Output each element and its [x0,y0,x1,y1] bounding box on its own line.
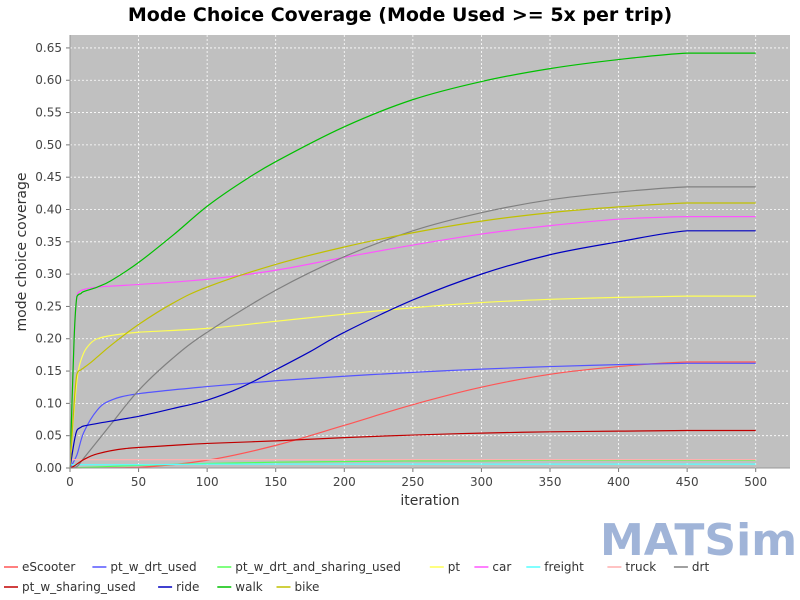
legend-label: car [492,560,511,574]
legend-label: freight [544,560,584,574]
series-line-pt-w-sharing-used [69,429,756,469]
legend-label: truck [625,560,656,574]
legend-label: ride [176,580,199,594]
y-tick-label: 0.15 [35,364,62,378]
matsim-logo: MATSim [600,515,797,566]
legend-label: eScooter [22,560,75,574]
y-axis-ticks: 0.00 0.05 0.10 0.15 0.20 0.25 0.30 0.35 0.40 0.45… [35,41,70,475]
x-tick-label: 300 [470,475,493,489]
y-tick-label: 0.65 [35,41,62,55]
x-tick-label: 150 [264,475,287,489]
series-line-ride [69,230,756,469]
series-line-escooter [69,361,756,469]
x-tick-label: 0 [66,475,74,489]
legend-label: bike [295,580,320,594]
series-line-walk [69,52,756,469]
x-axis-ticks: 0 50 100 150 200 250 300 350 400 450 500 [66,468,767,489]
series-line-bike [69,202,756,469]
y-tick-label: 0.20 [35,332,62,346]
x-tick-label: 100 [196,475,219,489]
legend: eScooter pt_w_drt_used pt_w_drt_and_sharin… [4,560,709,594]
y-tick-label: 0.00 [35,461,62,475]
legend-label: drt [692,560,710,574]
legend-label: walk [235,580,263,594]
x-tick-label: 350 [539,475,562,489]
y-tick-label: 0.40 [35,202,62,216]
legend-label: pt_w_drt_and_sharing_used [235,560,401,574]
y-axis-label: mode choice coverage [14,173,30,332]
x-tick-label: 50 [131,475,146,489]
y-tick-label: 0.50 [35,138,62,152]
x-tick-label: 250 [401,475,424,489]
x-axis-label: iteration [400,493,459,509]
plot-area [70,35,790,468]
series-line-car [69,215,756,469]
legend-label: pt_w_sharing_used [22,580,136,594]
series-line-freight [70,463,756,466]
y-tick-label: 0.55 [35,106,62,120]
x-tick-label: 200 [333,475,356,489]
y-tick-label: 0.05 [35,429,62,443]
chart-title: Mode Choice Coverage (Mode Used >= 5x pe… [128,4,672,26]
series-lines [69,52,756,469]
y-tick-label: 0.25 [35,299,62,313]
series-line-drt [69,186,756,469]
y-tick-label: 0.60 [35,73,62,87]
x-tick-label: 450 [676,475,699,489]
legend-label: pt_w_drt_used [110,560,196,574]
series-line-pt [69,295,756,469]
y-tick-label: 0.30 [35,267,62,281]
x-tick-label: 400 [607,475,630,489]
y-tick-label: 0.45 [35,170,62,184]
y-tick-label: 0.10 [35,396,62,410]
x-tick-label: 500 [744,475,767,489]
y-tick-label: 0.35 [35,235,62,249]
legend-label: pt [448,560,461,574]
series-line-pt-w-drt-used [69,362,756,469]
